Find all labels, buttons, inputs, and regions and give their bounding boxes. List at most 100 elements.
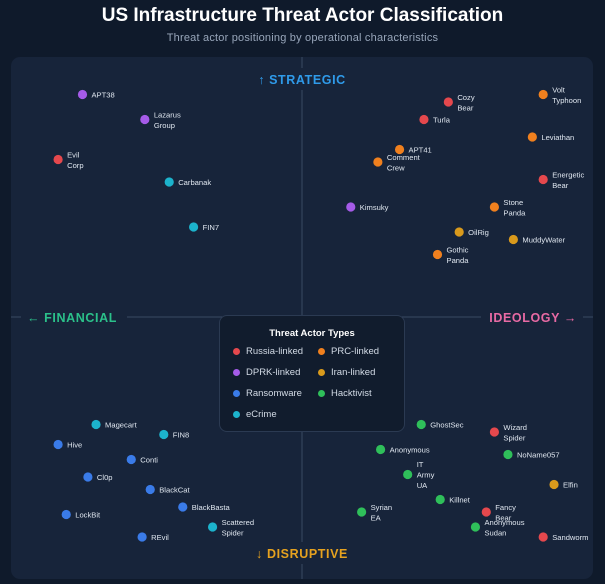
point-marker[interactable] (489, 202, 500, 212)
point-killnet[interactable]: Killnet (435, 494, 471, 505)
point-fin7[interactable]: FIN7 (189, 222, 219, 232)
point-marker[interactable] (470, 522, 481, 532)
point-marker[interactable] (140, 114, 150, 125)
legend-label-hacktivist: Hacktivist (331, 388, 372, 399)
point-marker[interactable] (189, 222, 199, 232)
legend-title: Threat Actor Types (269, 328, 355, 339)
point-label: FIN7 (203, 223, 219, 232)
point-cl0p[interactable]: Cl0p (83, 472, 113, 482)
point-marker[interactable] (164, 177, 174, 187)
point-marker[interactable] (403, 469, 413, 480)
point-marker[interactable] (481, 507, 491, 517)
point-marker[interactable] (145, 484, 155, 495)
point-apt41[interactable]: APT41 (394, 144, 432, 155)
point-magecart[interactable]: Magecart (91, 419, 138, 430)
point-carbanak[interactable]: Carbanak (164, 177, 212, 187)
point-volt-typhoon[interactable]: Volt Typhoon (538, 85, 582, 105)
legend-item-ransomware: Ransomware (233, 388, 302, 399)
axis-label-bg-top (247, 68, 357, 90)
point-marker[interactable] (503, 449, 513, 460)
point-muddywater[interactable]: MuddyWater (508, 234, 566, 245)
point-hive[interactable]: Hive (53, 439, 83, 450)
point-apt38[interactable]: APT38 (77, 89, 115, 100)
point-energetic-bear[interactable]: Energetic Bear (538, 170, 585, 190)
point-oilrig[interactable]: OilRig (454, 227, 489, 237)
point-marker[interactable] (77, 89, 88, 100)
point-marker[interactable] (207, 522, 218, 532)
point-label: Bear (552, 181, 569, 190)
axis-label-bg-right (481, 306, 583, 328)
point-label: Stone (503, 198, 523, 207)
point-marker[interactable] (375, 444, 386, 455)
point-marker[interactable] (489, 427, 500, 437)
point-marker[interactable] (538, 174, 548, 185)
point-marker[interactable] (549, 479, 559, 490)
point-marker[interactable] (454, 227, 464, 237)
point-marker[interactable] (373, 157, 383, 167)
legend-item-dprk: DPRK-linked (233, 367, 300, 378)
point-marker[interactable] (178, 502, 188, 512)
point-turla[interactable]: Turla (419, 114, 451, 125)
legend-dot-prc (318, 348, 325, 355)
point-marker[interactable] (538, 532, 548, 542)
legend-item-hacktivist: Hacktivist (318, 388, 372, 399)
point-noname057[interactable]: NoName057 (503, 449, 560, 460)
point-kimsuky[interactable]: Kimsuky (346, 202, 389, 212)
point-marker[interactable] (346, 202, 356, 212)
legend-dot-dprk (233, 369, 240, 376)
point-marker[interactable] (137, 532, 147, 542)
point-marker[interactable] (538, 89, 548, 100)
point-label: APT41 (409, 146, 432, 155)
point-marker[interactable] (91, 419, 101, 430)
point-marker[interactable] (527, 132, 537, 142)
point-elfin[interactable]: Elfin (549, 479, 578, 490)
point-evil-corp[interactable]: Evil Corp (53, 150, 84, 170)
point-label: Killnet (449, 496, 471, 505)
legend-label-dprk: DPRK-linked (246, 367, 301, 378)
point-label: BlackCat (159, 486, 190, 495)
point-label: Group (154, 121, 175, 130)
point-marker[interactable] (61, 509, 71, 520)
point-marker[interactable] (508, 234, 518, 245)
point-marker[interactable] (394, 144, 405, 155)
point-marker[interactable] (416, 419, 426, 430)
point-marker[interactable] (357, 507, 367, 517)
point-lazarus-group[interactable]: Lazarus Group (140, 110, 181, 130)
point-label: BlackBasta (192, 503, 231, 512)
point-marker[interactable] (159, 429, 169, 440)
point-gothic-panda[interactable]: Gothic Panda (432, 245, 469, 265)
point-blackbasta[interactable]: BlackBasta (178, 502, 231, 512)
point-marker[interactable] (419, 114, 429, 125)
point-marker[interactable] (53, 439, 63, 450)
point-marker[interactable] (126, 454, 136, 465)
point-lockbit[interactable]: LockBit (61, 509, 101, 520)
point-revil[interactable]: REvil (137, 532, 170, 542)
point-sandworm[interactable]: Sandworm (538, 532, 589, 542)
point-label: Panda (503, 208, 526, 217)
scatter-plot: ↑ STRATEGIC ↓ DISRUPTIVE ← FINANCIAL IDEOLO… (11, 57, 593, 579)
point-label: Sandworm (552, 533, 588, 542)
point-label: Anonymous (390, 446, 430, 455)
legend-dot-hacktivist (318, 390, 325, 397)
point-blackcat[interactable]: BlackCat (145, 484, 191, 495)
point-anonymous[interactable]: Anonymous (375, 444, 430, 455)
point-marker[interactable] (443, 97, 453, 107)
point-ghostsec[interactable]: GhostSec (416, 419, 464, 430)
point-marker[interactable] (435, 494, 445, 505)
point-leviathan[interactable]: Leviathan (527, 132, 575, 142)
point-conti[interactable]: Conti (126, 454, 159, 465)
point-label: Hive (67, 441, 82, 450)
point-marker[interactable] (83, 472, 93, 482)
point-fin8[interactable]: FIN8 (159, 429, 189, 440)
point-marker[interactable] (53, 154, 63, 165)
point-marker[interactable] (432, 249, 443, 260)
